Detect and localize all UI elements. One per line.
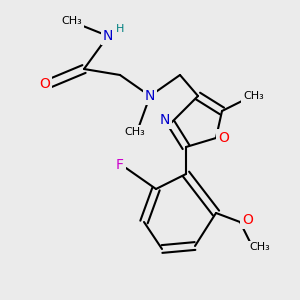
Text: CH₃: CH₃ — [124, 127, 146, 137]
Text: H: H — [116, 23, 124, 34]
Text: CH₃: CH₃ — [243, 91, 264, 101]
Text: O: O — [40, 77, 50, 91]
Text: F: F — [116, 158, 124, 172]
Text: CH₃: CH₃ — [249, 242, 270, 253]
Text: N: N — [103, 29, 113, 43]
Text: CH₃: CH₃ — [61, 16, 82, 26]
Text: N: N — [145, 89, 155, 103]
Text: O: O — [242, 214, 253, 227]
Text: N: N — [160, 113, 170, 127]
Text: O: O — [218, 131, 229, 145]
